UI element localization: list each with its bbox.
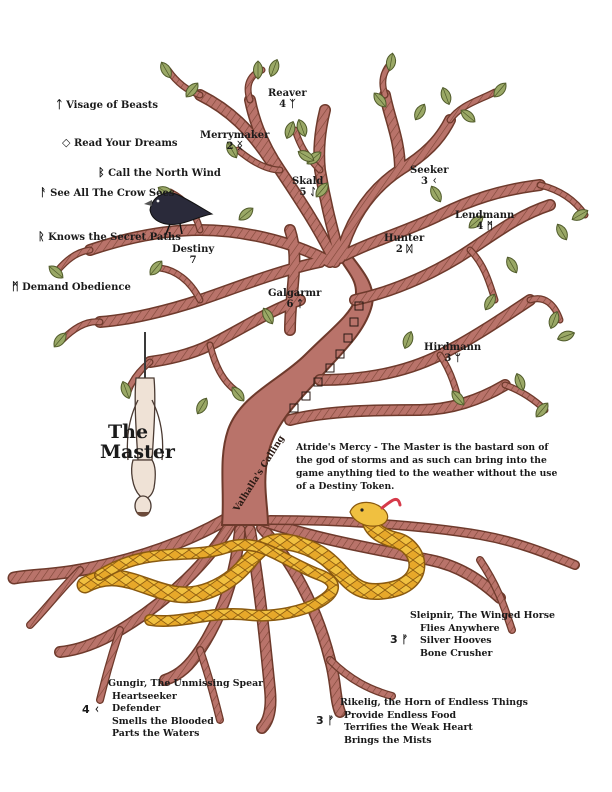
- ability-rune: ᛒ: [98, 166, 105, 179]
- master-description: Atride's Mercy - The Master is the basta…: [296, 442, 558, 492]
- artifact-power: Silver Hooves: [420, 635, 492, 646]
- artifact-rank: 4: [82, 703, 90, 716]
- ability-row: ᚱ Knows the Secret Paths: [38, 230, 181, 243]
- ability-row: ᚨ See All The Crow Sees: [40, 186, 174, 199]
- branch-rune: ᛇ: [309, 187, 316, 198]
- artifact-power: Smells the Blooded: [112, 715, 214, 727]
- branch-rank: 4: [476, 221, 484, 232]
- branch-name: Reaver: [268, 88, 307, 99]
- branch-rank: 7: [189, 255, 197, 266]
- master-title: The Master: [100, 422, 175, 462]
- artifact-name: Gungir, The Unmissing Spear: [108, 678, 264, 689]
- artifact-power: Bone Crusher: [420, 647, 493, 659]
- ability-rune: ◇: [62, 136, 71, 149]
- artifact-power: Terrifies the Weak Heart: [344, 722, 473, 733]
- ability-rune: ᛏ: [56, 98, 63, 111]
- branch-label-seeker: Seeker 3 ᚲ: [410, 165, 449, 187]
- branch-name: Seeker: [410, 165, 449, 176]
- crow-icon: [144, 192, 214, 235]
- artifact-sleipnir: 3 ᚠ Sleipnir, The Winged Horse Flies Any…: [390, 610, 555, 660]
- branch-label-galgarmr: Galgarmr 6 ᛏ: [268, 288, 321, 310]
- ability-label: Call the North Wind: [108, 168, 221, 179]
- branch-name: Merrymaker: [200, 130, 270, 141]
- artifact-power: Parts the Waters: [112, 728, 200, 739]
- branch-rank: 2: [395, 244, 403, 255]
- branch-rune: ᛘ: [454, 353, 461, 364]
- artifact-rikelig: 3 ᚠ Rikelig, the Horn of Endless Things …: [316, 697, 528, 747]
- branch-rank: 5: [299, 187, 307, 198]
- branch-rune: ᛗ: [486, 221, 493, 232]
- ability-row: ◇ Read Your Dreams: [62, 136, 178, 149]
- artifact-name: Sleipnir, The Winged Horse: [410, 610, 555, 621]
- ability-rune: ᛗ: [12, 280, 19, 293]
- branch-label-hunter: Hunter 2 ᛞ: [384, 233, 424, 255]
- ability-row: ᛗ Demand Obedience: [12, 280, 131, 293]
- branch-rune: ᛏ: [296, 299, 303, 310]
- branch-name: Lendmann: [455, 210, 515, 221]
- artifact-rune: ᚠ: [327, 714, 335, 727]
- artifact-rank: 3: [390, 633, 398, 646]
- artifact-power: Defender: [112, 703, 161, 714]
- ability-row: ᛏ Visage of Beasts: [56, 98, 158, 111]
- branch-label-reaver: Reaver 4 ᛉ: [268, 88, 307, 110]
- artifact-power: Provide Endless Food: [344, 709, 457, 721]
- ability-label: See All The Crow Sees: [50, 188, 175, 199]
- branch-name: Galgarmr: [268, 288, 322, 299]
- branch-rune: ᛉ: [289, 99, 296, 110]
- branch-label-hirdmann: Hirdmann 3 ᛘ: [424, 342, 481, 364]
- branch-rank: 2: [226, 141, 234, 152]
- ability-label: Visage of Beasts: [66, 100, 159, 111]
- artifact-rune: ᚠ: [401, 633, 409, 646]
- branch-rank: 4: [279, 99, 287, 110]
- tree-branches: [54, 58, 589, 426]
- ability-rune: ᚨ: [40, 186, 47, 199]
- branch-name: Hunter: [384, 233, 425, 244]
- hanging-man: [126, 332, 164, 517]
- master-title-line: Master: [100, 441, 175, 463]
- branch-name: Destiny: [172, 244, 215, 255]
- branch-rune: ᚲ: [431, 176, 438, 187]
- branch-label-merrymaker: Merrymaker 2 ᛝ: [200, 130, 269, 152]
- artifact-power: Heartseeker: [112, 690, 177, 702]
- artifact-power: Flies Anywhere: [420, 622, 500, 634]
- branch-name: Hirdmann: [424, 342, 482, 353]
- branch-rank: 3: [444, 353, 452, 364]
- trunk-runes: [289, 301, 364, 413]
- artifact-name: Rikelig, the Horn of Endless Things: [340, 697, 528, 708]
- branch-label-skald: Skald 5 ᛇ: [292, 176, 323, 198]
- artifact-rank: 3: [316, 714, 324, 727]
- branch-label-destiny: Destiny 7: [172, 244, 214, 266]
- branch-rank: 3: [421, 176, 428, 187]
- branch-rune: ᛝ: [236, 141, 243, 152]
- ability-label: Demand Obedience: [22, 282, 131, 293]
- branch-label-lendmann: Lendmann 4 ᛗ: [455, 210, 514, 232]
- artifact-power: Brings the Mists: [344, 734, 432, 746]
- branch-rune: ᛞ: [406, 244, 413, 255]
- serpent: [76, 497, 426, 627]
- ability-label: Knows the Secret Paths: [48, 232, 181, 243]
- ability-rune: ᚱ: [38, 230, 45, 243]
- artifact-rune: ᚲ: [93, 703, 101, 716]
- ability-row: ᛒ Call the North Wind: [98, 166, 221, 179]
- ability-label: Read Your Dreams: [73, 138, 178, 149]
- artifact-gungir: 4 ᚲ Gungir, The Unmissing Spear Heartsee…: [82, 678, 264, 741]
- branch-rank: 6: [286, 299, 294, 310]
- master-title-line: The: [108, 421, 149, 443]
- branch-name: Skald: [292, 176, 324, 187]
